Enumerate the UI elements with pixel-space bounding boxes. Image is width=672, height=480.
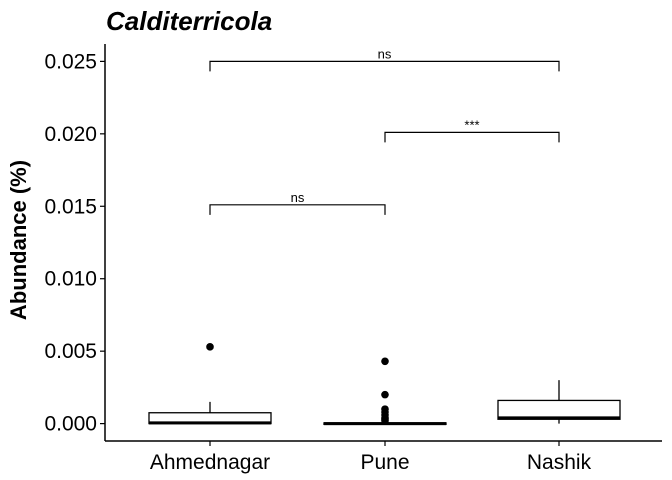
plot-area: 0.000 0.005 0.010 0.015 0.020 0.025 Ahmednagar…: [44, 44, 662, 474]
significance-bracket: [209, 204, 386, 215]
y-axis-label: Abundance (%): [6, 160, 31, 320]
y-tick-label: 0.015: [44, 195, 97, 218]
y-tick-label: 0.000: [44, 413, 97, 436]
significance-label: ns: [378, 46, 392, 61]
x-tick-label: Pune: [360, 451, 409, 474]
significance-bracket: [384, 131, 560, 143]
y-tick-label: 0.025: [44, 50, 97, 73]
significance-bracket: [209, 60, 560, 72]
x-tick-label: Ahmednagar: [150, 451, 270, 474]
outlier-point: [381, 390, 389, 399]
significance-label: ***: [464, 117, 479, 132]
outlier-point: [206, 343, 214, 351]
y-tick-label: 0.020: [44, 123, 97, 146]
chart-title: Calditerricola: [106, 6, 272, 36]
y-tick-label: 0.005: [44, 340, 97, 363]
y-tick-label: 0.010: [44, 268, 97, 291]
x-tick-label: Nashik: [527, 451, 592, 474]
significance-label: ns: [291, 190, 305, 205]
outlier-point: [381, 357, 389, 366]
outlier-point: [381, 416, 389, 425]
